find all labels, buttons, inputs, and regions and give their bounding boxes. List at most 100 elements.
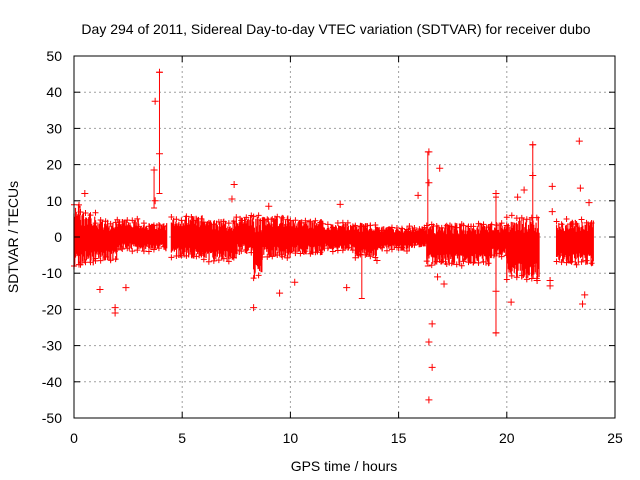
data-band-fill [555, 219, 594, 266]
data-band-markers [503, 212, 540, 283]
outlier-point [585, 199, 593, 207]
outlier-point [155, 68, 163, 76]
data-band-markers [373, 224, 410, 254]
outlier-point [151, 197, 159, 205]
x-tick-label: 10 [283, 430, 299, 446]
y-tick-labels: -50 -40 -30 -20 -10 0 10 20 30 40 50 [42, 48, 62, 426]
chart-title: Day 294 of 2011, Sidereal Day-to-day VTE… [81, 21, 590, 37]
data-band-fill [261, 215, 291, 259]
outlier-point [492, 190, 500, 198]
outlier-point [150, 166, 158, 174]
x-tick-label: 0 [70, 430, 78, 446]
data-band-segment [168, 213, 205, 261]
outlier-point [373, 257, 381, 265]
data-band-segment [250, 212, 263, 282]
x-tick-label: 5 [178, 430, 186, 446]
outlier-point [425, 148, 433, 156]
outlier-point [529, 141, 537, 149]
data-band-fill [79, 212, 97, 266]
data-band-markers [135, 220, 167, 255]
y-tick-label: 20 [46, 157, 62, 173]
data-band-fill [506, 216, 540, 280]
data-band-segment [460, 220, 492, 267]
outlier-point [276, 289, 284, 297]
data-band-fill [491, 222, 508, 259]
data-band-segment [200, 218, 237, 265]
y-tick-label: 10 [46, 193, 62, 209]
y-tick-label: -40 [42, 374, 62, 390]
data-band-segment [423, 221, 465, 269]
data-band-fill [322, 222, 356, 252]
data-band-markers [460, 220, 492, 267]
outlier-point [151, 97, 159, 105]
data-band-segment [352, 222, 379, 261]
outlier-point [230, 181, 238, 189]
outlier-point [425, 179, 433, 187]
data-band-markers [287, 217, 324, 257]
data-band-segment [553, 216, 595, 268]
outlier-point [428, 320, 436, 328]
outlier-point [546, 282, 554, 290]
data-band-segment [406, 223, 428, 249]
outlier-point [428, 363, 436, 371]
error-bar [358, 225, 365, 300]
data-band-fill [289, 219, 324, 256]
data-band-segment [373, 224, 410, 254]
data-band-markers [114, 215, 141, 255]
data-band-markers [200, 218, 237, 265]
axis-ticks [73, 55, 616, 419]
data-band-segment [92, 216, 119, 264]
y-tick-label: 0 [54, 229, 62, 245]
data-band-segment [114, 215, 141, 255]
outlier-point [533, 276, 541, 284]
x-tick-label: 25 [607, 430, 623, 446]
data-band-segment [503, 212, 540, 283]
data-layer [71, 68, 595, 404]
outlier-point [336, 200, 344, 208]
data-band-fill [235, 215, 255, 256]
outlier-point [514, 193, 522, 201]
data-band-markers [406, 223, 428, 249]
outlier-point [250, 304, 258, 312]
y-tick-label: -20 [42, 301, 62, 317]
outlier-point [265, 202, 273, 210]
outlier-point [520, 186, 528, 194]
outlier-point [155, 150, 163, 158]
error-bar [151, 169, 158, 209]
outlier-point [291, 278, 299, 286]
y-tick-label: 40 [46, 84, 62, 100]
outlier-point [579, 300, 587, 308]
outlier-point [492, 329, 500, 337]
outlier-point [575, 137, 583, 145]
outlier-point [425, 338, 433, 346]
y-tick-label: -30 [42, 338, 62, 354]
data-band-markers [168, 213, 205, 261]
data-band-fill [116, 218, 139, 251]
data-band-fill [203, 219, 237, 262]
outlier-point [548, 182, 556, 190]
outlier-point [111, 304, 119, 312]
outlier-point [576, 184, 584, 192]
data-band-markers [423, 221, 465, 269]
data-band-fill [426, 222, 465, 266]
data-band-segment [135, 220, 168, 255]
outlier-point [425, 396, 433, 404]
data-band-markers [250, 212, 262, 282]
data-band-markers [319, 219, 356, 255]
data-band-fill [462, 222, 492, 266]
x-tick-label: 20 [499, 430, 515, 446]
data-band-fill [253, 216, 263, 279]
outlier-point [414, 191, 422, 199]
outlier-point [492, 287, 500, 295]
error-bar [492, 196, 499, 334]
outlier-point [440, 280, 448, 288]
outlier-point [122, 284, 130, 292]
outlier-point [581, 291, 589, 299]
outlier-point [343, 284, 351, 292]
x-tick-labels: 0 5 10 15 20 25 [70, 430, 623, 446]
data-band-segment [259, 213, 291, 261]
data-band-markers [259, 213, 291, 261]
data-band-segment [233, 212, 255, 256]
outlier-point [228, 195, 236, 203]
